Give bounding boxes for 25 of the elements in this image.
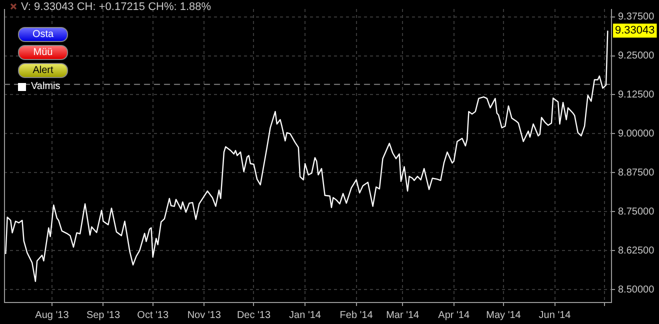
y-tick-label: 9.25000 xyxy=(618,50,655,62)
x-tick-label: Feb '14 xyxy=(340,310,374,321)
annotation: Müü xyxy=(18,45,68,60)
y-tick-label: 9.37500 xyxy=(618,12,655,23)
x-tick-label: Nov '13 xyxy=(187,310,222,321)
x-tick-label: Jun '14 xyxy=(538,310,572,321)
y-tick-label: 8.87500 xyxy=(618,167,655,178)
x-tick-label: Apr '14 xyxy=(438,310,470,321)
annotation: Osta xyxy=(18,27,68,42)
annotation: Alert xyxy=(18,63,68,78)
y-tick-label: 9.12500 xyxy=(618,89,655,100)
y-tick-label: 8.75000 xyxy=(618,206,655,218)
y-tick-label: 8.50000 xyxy=(618,284,655,296)
x-tick-label: Jan '14 xyxy=(289,310,322,321)
x-tick-label: Dec '13 xyxy=(236,310,271,321)
x-tick-label: Oct '13 xyxy=(137,310,169,321)
x-tick-label: Sep '13 xyxy=(86,310,120,321)
y-tick-label: 8.62500 xyxy=(618,245,655,256)
x-tick-label: Mar '14 xyxy=(386,310,420,321)
annotation: V: 9.33043 CH: +0.17215 CH%: 1.88% xyxy=(21,1,212,13)
annotation: Valmis xyxy=(31,81,60,92)
x-tick-label: May '14 xyxy=(486,310,522,321)
y-tick-label: 9.00000 xyxy=(618,128,655,140)
annotation: 9.33043 xyxy=(615,24,655,37)
x-tick-label: Aug '13 xyxy=(35,310,70,321)
